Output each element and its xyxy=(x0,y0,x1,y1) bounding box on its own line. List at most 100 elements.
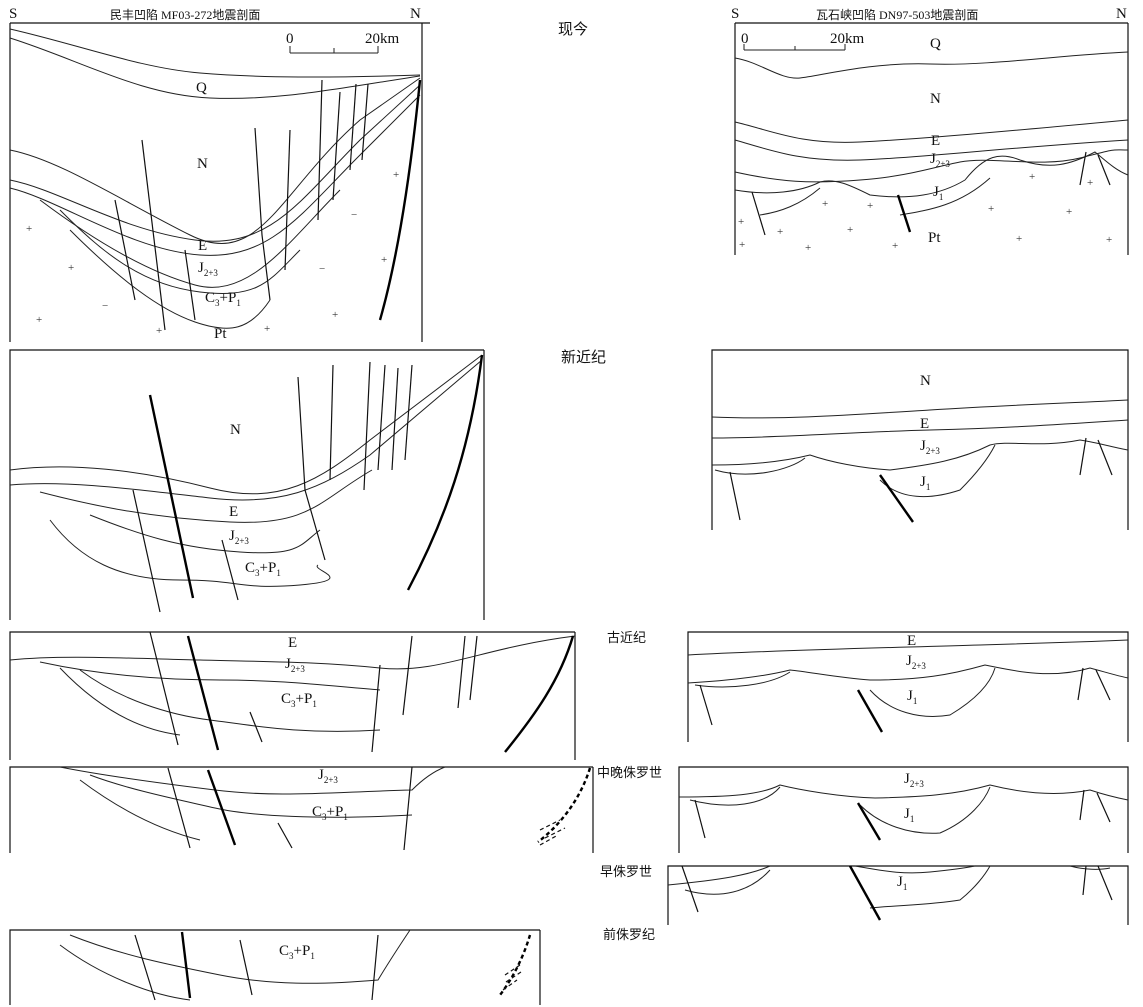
left-label-cp: C3+P1 xyxy=(205,290,241,308)
left-section-title: 民丰凹陷 MF03-272地震剖面 xyxy=(110,7,260,22)
left-label-pt: Pt xyxy=(214,326,227,342)
right-ej-label-j1: J1 xyxy=(897,874,907,892)
right-mlj-j1-base xyxy=(689,786,991,834)
right-neogene-fault-2 xyxy=(1079,437,1087,476)
left-pj-fault-2 xyxy=(239,939,253,996)
right-q-base xyxy=(734,51,1129,79)
left-neogene-horizon-5 xyxy=(49,519,331,587)
left-fault-3 xyxy=(184,249,196,321)
svg-text:−: − xyxy=(351,209,357,221)
left-n-top-1 xyxy=(9,77,421,244)
right-south-label: S xyxy=(731,6,739,22)
right-neogene-label-j23: J2+3 xyxy=(920,438,940,456)
right-section-neogene: N E J2+3 J1 xyxy=(711,349,1129,530)
svg-text:+: + xyxy=(156,325,162,337)
right-frame xyxy=(734,23,1129,255)
right-section-early-jurassic: J1 xyxy=(667,865,1129,925)
left-section-paleogene: E J2+3 C3+P1 xyxy=(9,631,576,760)
left-pj-bfault-1 xyxy=(180,931,192,999)
right-neogene-label-j1: J1 xyxy=(920,474,930,492)
left-scale-bar: 0 20km xyxy=(286,31,400,54)
left-bounding-fault xyxy=(378,79,422,321)
svg-text:−: − xyxy=(102,300,108,312)
right-mlj-j23-base xyxy=(678,784,1129,801)
left-mlj-frame xyxy=(9,766,594,853)
right-label-j23: J2+3 xyxy=(930,151,950,169)
right-paleogene-j23-base xyxy=(687,664,1129,684)
left-label-q: Q xyxy=(196,80,207,96)
left-neogene-fault-1 xyxy=(132,489,161,613)
right-ej-j1-base xyxy=(684,865,991,909)
left-fault-8 xyxy=(349,83,357,171)
right-j23-base xyxy=(734,149,1129,183)
stage-label-paleogene: 古近纪 xyxy=(607,630,646,645)
right-ej-fault-3 xyxy=(1097,865,1113,901)
right-bounding-fault-1 xyxy=(896,194,912,233)
left-section-mid-late-jurassic: J2+3 C3+P1 xyxy=(9,766,594,853)
left-pj-label-cp: C3+P1 xyxy=(279,943,315,961)
right-neogene-n-base xyxy=(711,399,1129,419)
left-j23-base-2 xyxy=(59,209,301,294)
left-neogene-horizon-1 xyxy=(9,354,483,495)
left-label-n: N xyxy=(197,156,208,172)
left-neogene-fault-8 xyxy=(404,364,413,461)
left-paleogene-bounding-fault xyxy=(504,635,575,753)
stage-label-mid-late-jurassic: 中晚侏罗世 xyxy=(597,765,662,780)
right-paleogene-label-e: E xyxy=(907,633,916,649)
left-paleogene-e-base xyxy=(9,635,576,670)
left-paleogene-j23-base xyxy=(39,661,381,691)
svg-text:−: − xyxy=(319,263,325,275)
left-section-present: S 民丰凹陷 MF03-272地震剖面 N 0 20km Q N xyxy=(9,6,430,342)
left-pj-fault-3 xyxy=(371,934,379,1001)
left-section-neogene: N E J2+3 C3+P1 xyxy=(9,349,485,620)
right-j1-base xyxy=(759,177,991,216)
left-mlj-bfault-1 xyxy=(206,769,237,846)
right-label-q: Q xyxy=(930,36,941,52)
right-neogene-label-e: E xyxy=(920,416,929,432)
right-paleogene-j1-base xyxy=(694,667,996,717)
left-basement-symbols: + + + + + + + + − − − xyxy=(26,169,399,337)
right-label-n: N xyxy=(930,91,941,107)
right-paleogene-fault-2 xyxy=(1077,667,1084,701)
left-neogene-label-cp: C3+P1 xyxy=(245,560,281,578)
left-mlj-j23-base xyxy=(59,766,446,795)
left-pj-dashed-fault-2 xyxy=(502,964,522,991)
stage-label-present: 现今 xyxy=(558,21,588,38)
right-section-present: S 瓦石峡凹陷 DN97-503地震剖面 N 0 20km Q N E J2+3… xyxy=(731,6,1129,255)
left-mlj-fault-1 xyxy=(167,767,191,849)
left-neogene-label-e: E xyxy=(229,504,238,520)
right-paleogene-label-j1: J1 xyxy=(907,688,917,706)
left-mlj-dashed-fault-1 xyxy=(537,767,592,843)
left-mlj-dashed-fault-2 xyxy=(539,819,566,846)
right-paleogene-frame xyxy=(687,631,1129,742)
right-paleogene-e-base xyxy=(687,639,1129,656)
left-paleogene-cp-base xyxy=(59,667,181,736)
svg-text:+: + xyxy=(892,240,898,252)
svg-text:+: + xyxy=(1016,233,1022,245)
right-ej-fault-1 xyxy=(681,865,699,913)
right-n-base xyxy=(734,119,1129,143)
left-fault-6 xyxy=(317,79,323,221)
left-paleogene-label-j23: J2+3 xyxy=(285,656,305,674)
left-neogene-bfault-1 xyxy=(148,394,195,599)
left-pj-cp-base xyxy=(59,944,191,1001)
left-q-base xyxy=(9,37,421,99)
right-fault-1 xyxy=(751,191,766,236)
svg-text:0: 0 xyxy=(741,31,749,47)
left-label-e: E xyxy=(198,238,207,254)
stage-label-pre-jurassic: 前侏罗纪 xyxy=(603,927,655,942)
svg-text:+: + xyxy=(805,242,811,254)
left-pj-cp-top xyxy=(69,929,411,984)
right-section-mid-late-jurassic: J2+3 J1 xyxy=(678,766,1129,853)
left-mlj-fault-3 xyxy=(403,766,413,851)
stage-label-neogene: 新近纪 xyxy=(561,349,606,366)
right-ej-bfault-1 xyxy=(848,865,882,921)
left-paleogene-fault-3 xyxy=(371,664,381,753)
right-neogene-frame xyxy=(711,349,1129,530)
right-ej-j1-top xyxy=(667,865,1111,886)
svg-text:+: + xyxy=(264,323,270,335)
left-paleogene-fault-6 xyxy=(469,635,478,701)
right-paleogene-fault-1 xyxy=(699,684,713,726)
right-mlj-fault-2 xyxy=(1079,789,1085,821)
